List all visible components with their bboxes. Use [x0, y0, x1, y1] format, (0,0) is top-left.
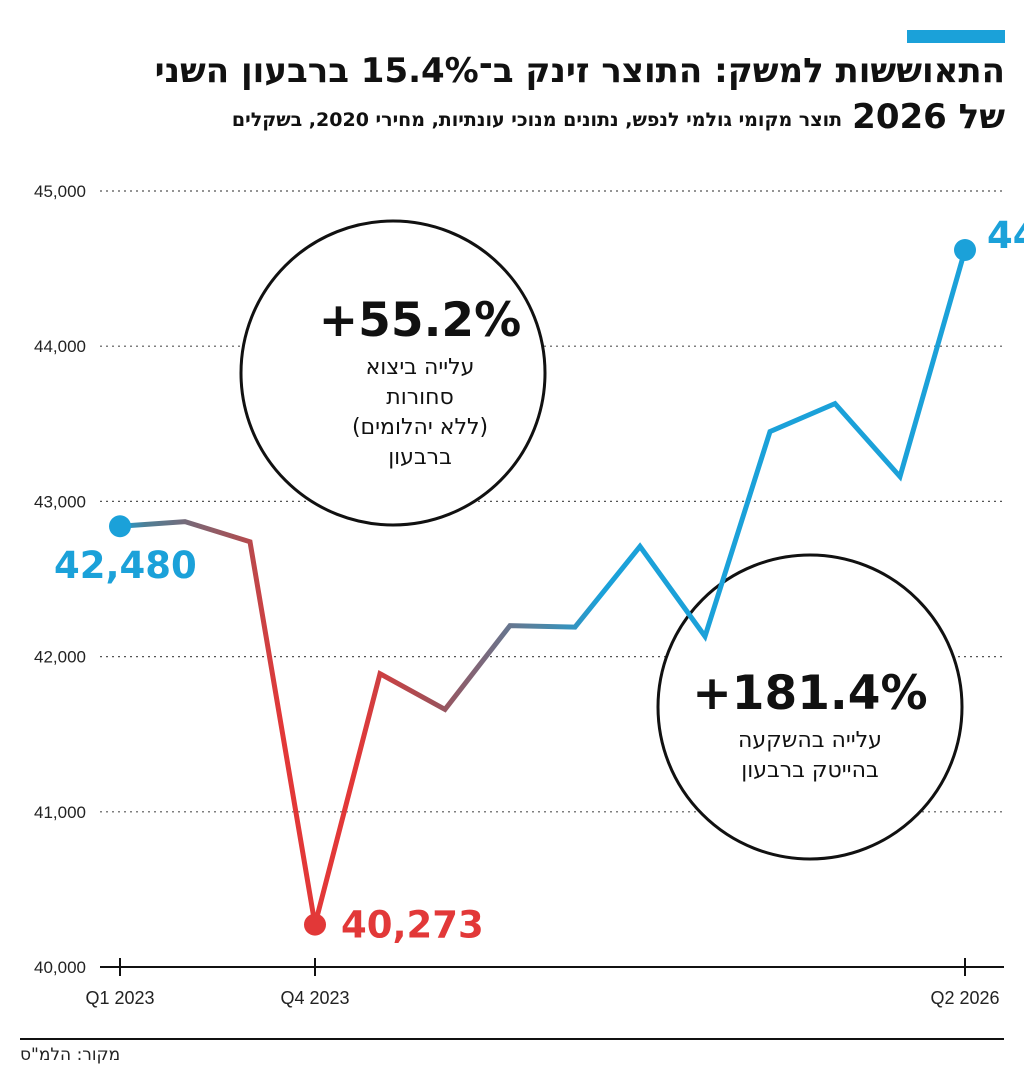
x-tick-label: Q2 2026 [930, 988, 999, 1008]
point-marker [304, 913, 326, 936]
title-line-2-text: של 2026 [852, 97, 1005, 137]
y-tick-label: 44,000 [34, 337, 86, 356]
line-chart: 40,000 41,000 42,000 43,000 44,000 45,000 Q1 … [34, 182, 1024, 1008]
point-marker [954, 238, 976, 261]
annotation-bubble-2: +181.4% עלייה בהשקעה בהייטק ברבעון [656, 553, 964, 861]
title-line-1: התאוששות למשק: התוצר זינק ב־15.4% ברבעון… [154, 51, 1005, 91]
chart-title: התאוששות למשק: התוצר זינק ב־15.4% ברבעון… [15, 48, 1005, 143]
point-labels: 42,480 40,273 44,568 [54, 214, 1024, 947]
y-tick-label: 42,000 [34, 648, 86, 667]
y-tick-label: 45,000 [34, 182, 86, 201]
annotation-text-2-line-2: בהייטק ברבעון [741, 758, 878, 783]
y-axis: 40,000 41,000 42,000 43,000 44,000 45,000 [34, 182, 86, 977]
annotation-bubble-1: +55.2% עלייה ביצוא סחורות (ללא יהלומים) … [239, 219, 547, 527]
point-markers [109, 238, 976, 936]
y-tick-label: 43,000 [34, 492, 86, 511]
source-note: מקור: הלמ"ס [20, 1045, 121, 1065]
y-tick-label: 40,000 [34, 958, 86, 977]
title-line-2: של 2026 תוצר מקומי גולמי לנפש, נתונים מנו… [15, 94, 1005, 143]
x-tick-labels: Q1 2023 Q4 2023 Q2 2026 [85, 988, 999, 1008]
annotation-text-1-line-4: ברבעון [388, 445, 452, 470]
gdp-series-line [119, 249, 968, 926]
annotation-text-1-line-1: עלייה ביצוא [366, 355, 475, 380]
point-value-label: 42,480 [54, 544, 197, 587]
annotation-text-1-line-3: (ללא יהלומים) [352, 415, 488, 440]
point-marker [109, 515, 131, 538]
source-divider [20, 1038, 1004, 1040]
annotation-circle-1 [239, 219, 547, 527]
point-value-label: 40,273 [341, 904, 484, 947]
chart-subtitle: תוצר מקומי גולמי לנפש, נתונים מנוכי עונת… [231, 109, 843, 131]
point-value-label: 44,568 [987, 214, 1024, 257]
annotation-text-1-line-2: סחורות [386, 385, 454, 410]
annotation-circle-2 [656, 553, 964, 861]
accent-bar [907, 30, 1005, 43]
annotation-text-2-line-1: עלייה בהשקעה [738, 728, 882, 753]
y-tick-label: 41,000 [34, 803, 86, 822]
x-axis [100, 958, 1004, 976]
x-tick-label: Q1 2023 [85, 988, 154, 1008]
annotation-value-1: +55.2% [319, 293, 521, 348]
annotation-value-2: +181.4% [692, 666, 927, 721]
x-tick-label: Q4 2023 [280, 988, 349, 1008]
